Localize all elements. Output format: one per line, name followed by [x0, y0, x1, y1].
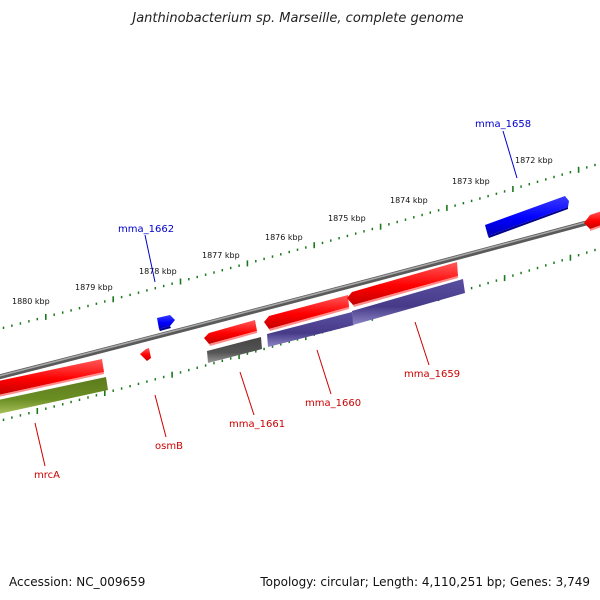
leader-mma-1658: [502, 130, 518, 179]
label-mma-1660[interactable]: mma_1660: [305, 398, 361, 409]
feature-track: [0, 196, 600, 414]
label-mma-1658[interactable]: mma_1658: [475, 119, 531, 130]
map-title: Janthinobacterium sp. Marseille, complet…: [129, 11, 463, 26]
gene-mma-1661[interactable]: [204, 320, 257, 346]
leader-mma-1659: [414, 321, 430, 366]
cds-mma-1660[interactable]: [267, 312, 354, 347]
label-mma-1661[interactable]: mma_1661: [229, 419, 285, 430]
genome-backbone: [0, 216, 600, 380]
cds-mma-1659[interactable]: [352, 279, 465, 325]
leader-mma-1661: [239, 371, 255, 416]
gene-mma-1662[interactable]: [157, 315, 175, 331]
ruler-labels: 1880 kbp 1879 kbp 1878 kbp 1877 kbp 1876…: [12, 156, 553, 306]
label-mma-1659[interactable]: mma_1659: [404, 369, 460, 380]
leader-mma-1662: [144, 234, 156, 283]
ruler-label-1876: 1876 kbp: [265, 233, 303, 242]
cds-mma-1661[interactable]: [207, 337, 262, 363]
ruler-label-1877: 1877 kbp: [202, 251, 240, 260]
ruler-label-1872: 1872 kbp: [515, 156, 553, 165]
label-mrcA[interactable]: mrcA: [34, 470, 60, 481]
leader-osmB: [154, 394, 167, 438]
leader-mma-1660: [316, 349, 332, 395]
gene-mrcA[interactable]: [0, 359, 104, 397]
label-mma-1662[interactable]: mma_1662: [118, 224, 174, 235]
gene-osmB[interactable]: [140, 348, 151, 361]
topology-summary: Topology: circular; Length: 4,110,251 bp…: [259, 575, 590, 589]
ruler-label-1879: 1879 kbp: [75, 283, 113, 292]
ruler-label-1880: 1880 kbp: [12, 297, 50, 306]
label-osmB[interactable]: osmB: [155, 441, 183, 452]
label-leaders: [34, 130, 518, 467]
accession-text: Accession: NC_009659: [9, 575, 145, 589]
gene-mma-1658[interactable]: [485, 196, 569, 238]
ruler-label-1874: 1874 kbp: [390, 196, 428, 205]
gene-labels: mma_1658 mma_1662 mrcA osmB mma_1661 mma…: [34, 119, 531, 481]
ruler-label-1875: 1875 kbp: [328, 214, 366, 223]
ruler-label-1873: 1873 kbp: [452, 177, 490, 186]
gene-mma-1659[interactable]: [347, 262, 458, 307]
cds-mrcA[interactable]: [0, 377, 108, 414]
gene-partial-right[interactable]: [584, 211, 600, 231]
ruler-outer-ticks: [2, 163, 596, 329]
leader-mrcA: [34, 422, 46, 467]
ruler-label-1878: 1878 kbp: [139, 267, 177, 276]
gene-mma-1660[interactable]: [264, 295, 349, 331]
